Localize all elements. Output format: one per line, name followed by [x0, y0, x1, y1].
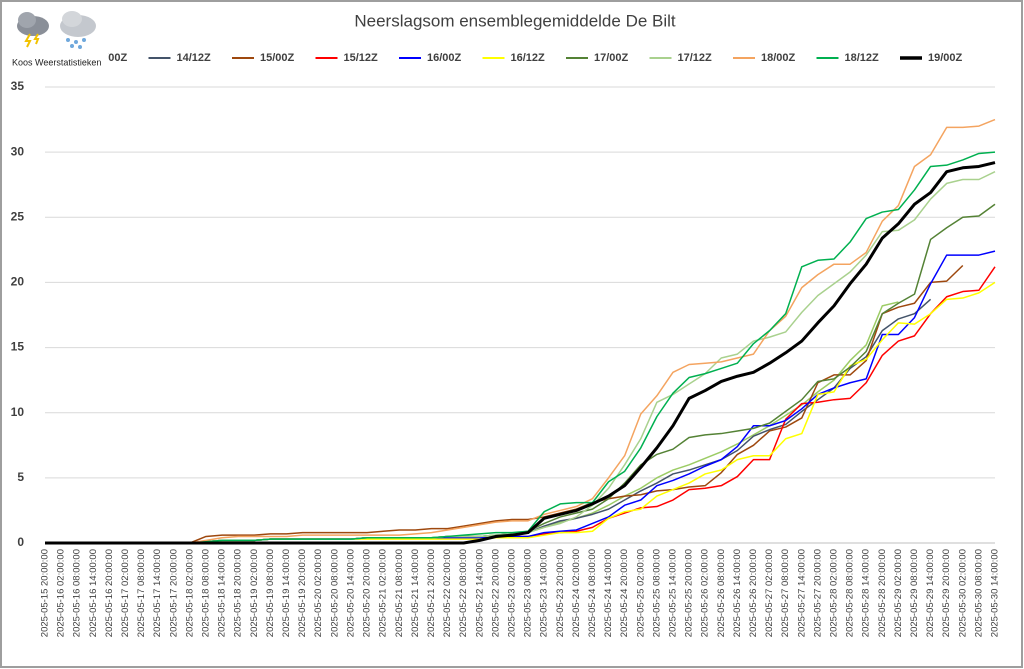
x-tick-label: 2025-05-17 20:00:00: [168, 549, 179, 637]
x-tick-label: 2025-05-18 08:00:00: [201, 549, 212, 637]
x-tick-label: 2025-05-15 20:00:00: [40, 549, 51, 637]
y-tick-label: 25: [11, 209, 25, 223]
legend-label: 17/00Z: [594, 52, 629, 64]
x-tick-label: 2025-05-21 20:00:00: [426, 549, 437, 637]
x-tick-label: 2025-05-20 02:00:00: [313, 549, 324, 637]
chart-title: Neerslagsom ensemblegemiddelde De Bilt: [354, 11, 676, 30]
x-tick-label: 2025-05-20 08:00:00: [329, 549, 340, 637]
x-tick-label: 2025-05-16 08:00:00: [72, 549, 83, 637]
x-tick-label: 2025-05-27 20:00:00: [812, 549, 823, 637]
x-tick-label: 2025-05-25 02:00:00: [635, 549, 646, 637]
x-tick-label: 2025-05-26 08:00:00: [716, 549, 727, 637]
x-tick-label: 2025-05-17 02:00:00: [120, 549, 131, 637]
x-tick-label: 2025-05-23 14:00:00: [539, 549, 550, 637]
x-tick-label: 2025-05-26 14:00:00: [732, 549, 743, 637]
x-tick-label: 2025-05-21 08:00:00: [394, 549, 405, 637]
legend-label: 17/12Z: [678, 52, 713, 64]
x-tick-label: 2025-05-24 14:00:00: [603, 549, 614, 637]
series-line: [45, 118, 996, 544]
x-tick-label: 2025-05-17 08:00:00: [136, 549, 147, 637]
x-tick-label: 2025-05-28 02:00:00: [828, 549, 839, 637]
x-tick-label: 2025-05-20 14:00:00: [345, 549, 356, 637]
x-tick-label: 2025-05-24 20:00:00: [619, 549, 630, 637]
x-tick-label: 2025-05-30 02:00:00: [957, 549, 968, 637]
logo: Koos Weerstatistieken: [4, 4, 108, 70]
series-line: [45, 161, 996, 545]
x-tick-label: 2025-05-19 02:00:00: [249, 549, 260, 637]
x-tick-label: 2025-05-29 14:00:00: [925, 549, 936, 637]
x-tick-label: 2025-05-18 20:00:00: [233, 549, 244, 637]
series-line: [45, 264, 964, 544]
x-tick-label: 2025-05-23 02:00:00: [506, 549, 517, 637]
plot-area: 0 5 10 15 20 25 30 35 2025-05-15 20:00:00 2025-05…: [11, 79, 1001, 637]
x-tick-label: 2025-05-28 14:00:00: [861, 549, 872, 637]
legend: 14/00Z 14/12Z 15/00Z 15/12Z 16/00Z 16/12Z 17/0…: [65, 52, 963, 64]
legend-label: 14/12Z: [177, 52, 212, 64]
x-tick-label: 2025-05-24 08:00:00: [587, 549, 598, 637]
cloud-icon: [17, 12, 49, 48]
x-tick-label: 2025-05-29 02:00:00: [893, 549, 904, 637]
legend-label: 15/12Z: [344, 52, 379, 64]
x-tick-label: 2025-05-18 02:00:00: [184, 549, 195, 637]
x-tick-label: 2025-05-21 02:00:00: [378, 549, 389, 637]
legend-label: 18/00Z: [761, 52, 796, 64]
x-tick-label: 2025-05-27 14:00:00: [796, 549, 807, 637]
x-tick-label: 2025-05-30 14:00:00: [990, 549, 1001, 637]
x-tick-label: 2025-05-19 14:00:00: [281, 549, 292, 637]
x-tick-label: 2025-05-29 08:00:00: [909, 549, 920, 637]
x-tick-label: 2025-05-20 20:00:00: [362, 549, 373, 637]
x-tick-label: 2025-05-23 08:00:00: [523, 549, 534, 637]
x-tick-label: 2025-05-29 20:00:00: [941, 549, 952, 637]
legend-label: 16/12Z: [511, 52, 546, 64]
x-tick-label: 2025-05-16 02:00:00: [56, 549, 67, 637]
x-tick-label: 2025-05-26 02:00:00: [700, 549, 711, 637]
x-tick-label: 2025-05-17 14:00:00: [152, 549, 163, 637]
x-tick-label: 2025-05-16 20:00:00: [104, 549, 115, 637]
x-tick-label: 2025-05-22 02:00:00: [442, 549, 453, 637]
x-tick-label: 2025-05-22 14:00:00: [474, 549, 485, 637]
legend-label: 19/00Z: [928, 52, 963, 64]
y-tick-label: 30: [11, 144, 25, 158]
x-tick-label: 2025-05-22 20:00:00: [490, 549, 501, 637]
legend-label: 18/12Z: [845, 52, 880, 64]
x-tick-label: 2025-05-16 14:00:00: [88, 549, 99, 637]
x-tick-label: 2025-05-21 14:00:00: [410, 549, 421, 637]
x-tick-label: 2025-05-30 08:00:00: [973, 549, 984, 637]
x-tick-label: 2025-05-28 08:00:00: [845, 549, 856, 637]
x-tick-label: 2025-05-18 14:00:00: [217, 549, 228, 637]
x-tick-label: 2025-05-24 02:00:00: [571, 549, 582, 637]
x-tick-label: 2025-05-25 14:00:00: [667, 549, 678, 637]
x-tick-label: 2025-05-27 08:00:00: [780, 549, 791, 637]
x-tick-label: 2025-05-22 08:00:00: [458, 549, 469, 637]
y-tick-label: 0: [17, 535, 24, 549]
y-tick-label: 35: [11, 79, 25, 93]
logo-text: Koos Weerstatistieken: [12, 57, 101, 67]
y-tick-label: 5: [17, 470, 24, 484]
y-tick-label: 15: [11, 340, 25, 354]
x-tick-label: 2025-05-28 20:00:00: [877, 549, 888, 637]
y-tick-label: 10: [11, 405, 25, 419]
y-tick-label: 20: [11, 275, 25, 289]
x-tick-label: 2025-05-19 08:00:00: [265, 549, 276, 637]
x-tick-label: 2025-05-19 20:00:00: [297, 549, 308, 637]
snow-cloud-icon: [60, 11, 96, 49]
x-tick-label: 2025-05-27 02:00:00: [764, 549, 775, 637]
legend-label: 15/00Z: [260, 52, 295, 64]
x-tick-label: 2025-05-26 20:00:00: [748, 549, 759, 637]
x-tick-label: 2025-05-25 08:00:00: [651, 549, 662, 637]
legend-label: 16/00Z: [427, 52, 462, 64]
x-tick-label: 2025-05-23 20:00:00: [555, 549, 566, 637]
x-tick-label: 2025-05-25 20:00:00: [684, 549, 695, 637]
